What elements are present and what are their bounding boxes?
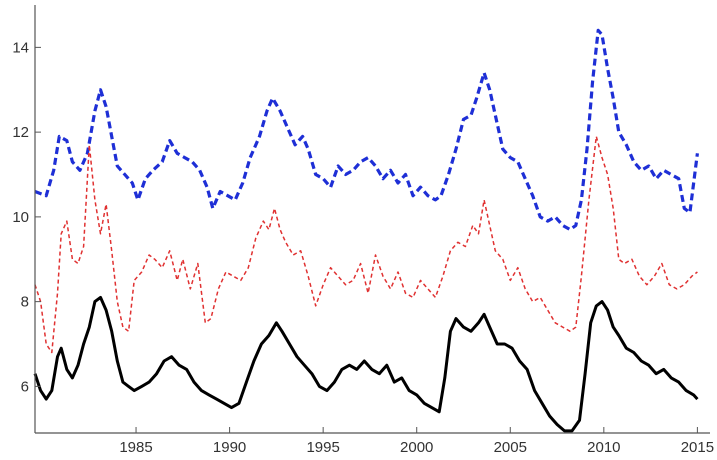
series-line-2	[34, 135, 698, 354]
x-tick-label: 1985	[119, 439, 152, 456]
x-tick-label: 1990	[213, 439, 246, 456]
x-tick-label: 2000	[400, 439, 433, 456]
x-tick-label: 2005	[494, 439, 527, 456]
x-tick-label: 1995	[306, 439, 339, 456]
x-tick-label: 2015	[681, 439, 714, 456]
series-line-1	[34, 28, 699, 232]
x-tick-label: 2010	[587, 439, 620, 456]
y-tick-label: 6	[21, 378, 29, 395]
y-tick-label: 14	[12, 39, 29, 56]
y-tick-label: 12	[12, 124, 29, 141]
y-axis-ticks: 6 8 10 12 14	[12, 39, 41, 395]
x-axis-ticks: 1985 1990 1995 2000 2005 2010 2015	[119, 427, 714, 456]
y-tick-label: 8	[21, 294, 29, 311]
y-tick-label: 10	[12, 209, 29, 226]
series-line-3	[33, 295, 699, 433]
series-group	[33, 28, 699, 433]
